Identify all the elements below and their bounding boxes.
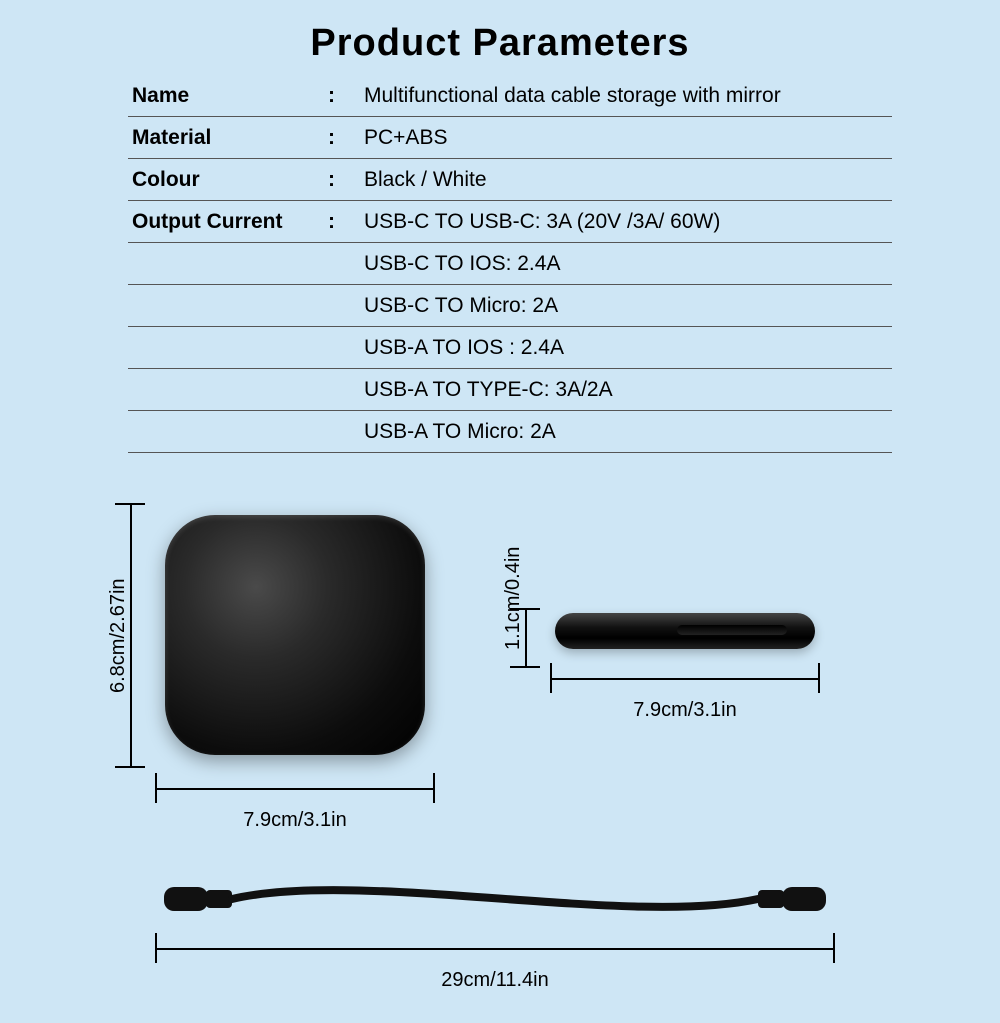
table-row: Colour : Black / White xyxy=(128,159,892,201)
dimensions-area: 6.8cm/2.67in 7.9cm/3.1in 1.1cm/0.4in 7.9… xyxy=(0,483,1000,1023)
table-row: USB-A TO TYPE-C: 3A/2A xyxy=(128,369,892,411)
row-label: Colour xyxy=(128,168,328,192)
row-value: USB-C TO Micro: 2A xyxy=(356,294,892,318)
page-title: Product Parameters xyxy=(0,0,1000,75)
row-value: USB-A TO TYPE-C: 3A/2A xyxy=(356,378,892,402)
table-row: Output Current : USB-C TO USB-C: 3A (20V… xyxy=(128,201,892,243)
cable-icon xyxy=(160,873,830,923)
dim-side-width: 7.9cm/3.1in xyxy=(550,663,820,693)
dim-top-width: 7.9cm/3.1in xyxy=(155,773,435,803)
table-row: USB-C TO IOS: 2.4A xyxy=(128,243,892,285)
table-row: USB-A TO Micro: 2A xyxy=(128,411,892,453)
dim-label: 6.8cm/2.67in xyxy=(107,503,130,768)
row-value: Multifunctional data cable storage with … xyxy=(356,84,892,108)
row-value: PC+ABS xyxy=(356,126,892,150)
table-row: USB-A TO IOS : 2.4A xyxy=(128,327,892,369)
dim-label: 7.9cm/3.1in xyxy=(550,699,820,722)
spec-table: Name : Multifunctional data cable storag… xyxy=(128,75,892,453)
row-value: USB-C TO USB-C: 3A (20V /3A/ 60W) xyxy=(356,210,892,234)
dim-top-height: 6.8cm/2.67in xyxy=(115,503,145,768)
row-label: Output Current xyxy=(128,210,328,234)
table-row: Material : PC+ABS xyxy=(128,117,892,159)
row-colon: : xyxy=(328,210,356,234)
row-label: Material xyxy=(128,126,328,150)
dim-label: 7.9cm/3.1in xyxy=(155,809,435,832)
row-value: USB-A TO IOS : 2.4A xyxy=(356,336,892,360)
row-value: Black / White xyxy=(356,168,892,192)
row-colon: : xyxy=(328,126,356,150)
table-row: Name : Multifunctional data cable storag… xyxy=(128,75,892,117)
row-value: USB-C TO IOS: 2.4A xyxy=(356,252,892,276)
product-top-view xyxy=(165,515,425,755)
dim-label: 29cm/11.4in xyxy=(155,969,835,992)
row-colon: : xyxy=(328,168,356,192)
product-side-view xyxy=(555,613,815,649)
dim-label: 1.1cm/0.4in xyxy=(502,523,525,673)
row-colon: : xyxy=(328,84,356,108)
row-value: USB-A TO Micro: 2A xyxy=(356,420,892,444)
table-row: USB-C TO Micro: 2A xyxy=(128,285,892,327)
dim-cable-length: 29cm/11.4in xyxy=(155,933,835,963)
dim-side-height: 1.1cm/0.4in xyxy=(510,528,540,668)
row-label: Name xyxy=(128,84,328,108)
